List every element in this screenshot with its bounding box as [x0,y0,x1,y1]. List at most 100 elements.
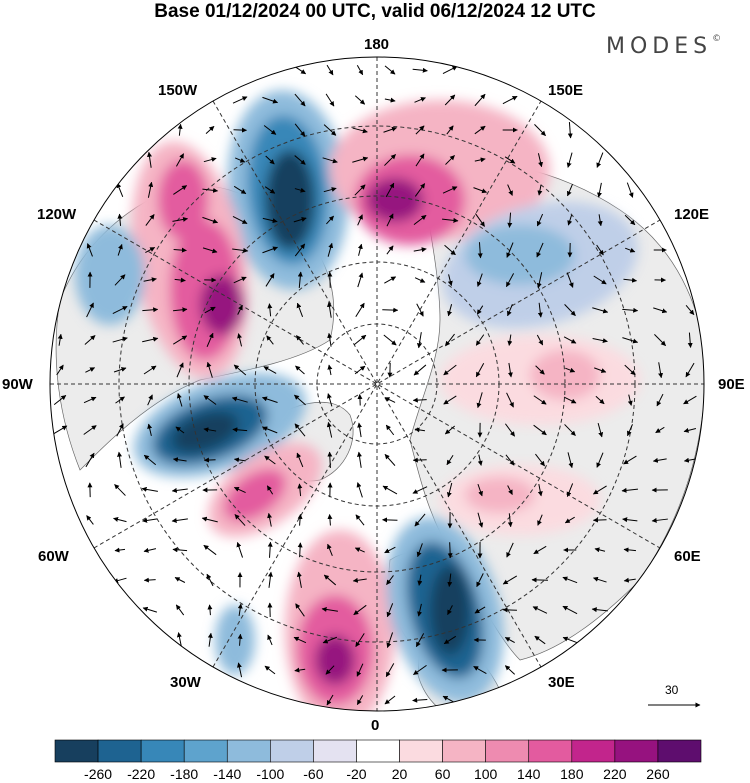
wind-arrow [262,96,279,104]
wind-arrow [683,427,697,433]
wind-arrow [592,576,607,583]
colorbar [54,739,702,763]
wind-arrow [504,637,515,643]
wind-arrow [205,125,215,135]
wind-arrow [685,305,695,316]
wind-arrow [174,577,186,583]
colorbar-swatch [356,739,400,763]
wind-arrow [173,335,188,345]
wind-arrow [384,397,396,403]
wind-arrow [83,396,97,404]
wind-arrow [592,485,607,495]
wind-arrow [534,635,546,645]
wind-arrow [414,427,426,433]
wind-arrow [566,183,573,197]
wind-arrow [172,457,187,463]
wind-arrow [654,334,666,346]
anomaly-pink-siberia-inner [367,178,423,222]
wind-arrow [593,275,607,285]
wind-arrow [294,394,306,406]
lon-label-150w: 150W [158,82,198,99]
wind-arrow [507,334,513,346]
lon-label-60w: 60W [38,548,69,565]
wind-arrow [206,332,214,347]
wind-arrow [176,632,183,648]
wind-arrow [237,304,243,315]
anomaly-pink-45e-core [465,477,535,513]
lon-label-90w: 90W [2,376,33,393]
wind-arrow [476,392,483,409]
colorbar-tick-label: 20 [391,766,408,782]
wind-arrow [386,575,394,585]
wind-arrow [414,183,426,197]
wind-arrow [174,277,186,283]
wind-arrow [297,483,303,497]
wind-arrow [171,517,188,523]
colorbar-swatch [226,739,271,763]
wind-arrow [321,606,338,612]
wind-arrow [357,243,363,256]
wind-arrow [475,362,485,378]
wind-arrow [114,484,126,496]
wind-arrow [267,571,273,588]
wind-arrow [173,307,188,313]
wind-arrow [383,126,397,133]
wind-arrow [414,513,426,527]
wind-arrow [566,272,574,288]
wind-arrow [417,574,423,586]
wind-arrow [382,485,398,495]
wind-arrow [203,157,217,163]
wind-arrow [177,123,183,136]
wind-arrow [416,543,423,558]
wind-arrow [563,396,577,404]
wind-arrow [596,452,604,468]
wind-arrow [322,157,338,164]
wind-arrow [86,243,93,257]
wind-arrow [537,153,543,168]
wind-arrow [412,457,427,463]
wind-arrow [296,571,302,588]
wind-arrow [327,332,333,347]
colorbar-tick-label: 260 [646,766,670,782]
wind-arrow [504,156,516,164]
wind-arrow [474,125,486,135]
wind-arrow [384,276,397,284]
wind-arrow [622,337,639,344]
wind-arrow [567,452,574,469]
wind-arrow [142,336,159,343]
wind-arrow [382,307,399,313]
wind-arrow [477,242,483,259]
wind-arrow [326,215,334,225]
wind-arrow [176,393,183,407]
wind-arrow [233,127,247,133]
wind-arrow [297,513,303,526]
wind-arrow [651,517,668,523]
wind-arrow [597,182,602,198]
colorbar-tick-label: -20 [346,766,367,782]
wind-arrow [297,271,303,288]
wind-arrow [592,517,607,523]
wind-arrow [353,604,367,616]
colorbar-tick-label: 140 [517,766,541,782]
wind-arrow [357,451,362,468]
anomaly-pink-150w-top [158,160,208,240]
wind-arrow [116,182,124,198]
wind-arrow [446,125,454,135]
wind-arrow [566,152,573,168]
colorbar-swatch [528,739,573,763]
wind-arrow [442,65,458,75]
wind-arrow [444,425,456,435]
wind-arrow [327,451,333,468]
wind-arrow [147,181,154,198]
wind-arrow [566,483,574,498]
wind-arrow [627,394,633,406]
anomaly-blue-120w [75,225,145,325]
wind-arrow [412,67,428,73]
wind-arrow [147,394,153,406]
wind-arrow [354,547,365,553]
wind-arrow [173,247,187,253]
wind-arrow [206,361,213,378]
wind-arrow [531,577,548,583]
wind-arrow [476,573,484,588]
